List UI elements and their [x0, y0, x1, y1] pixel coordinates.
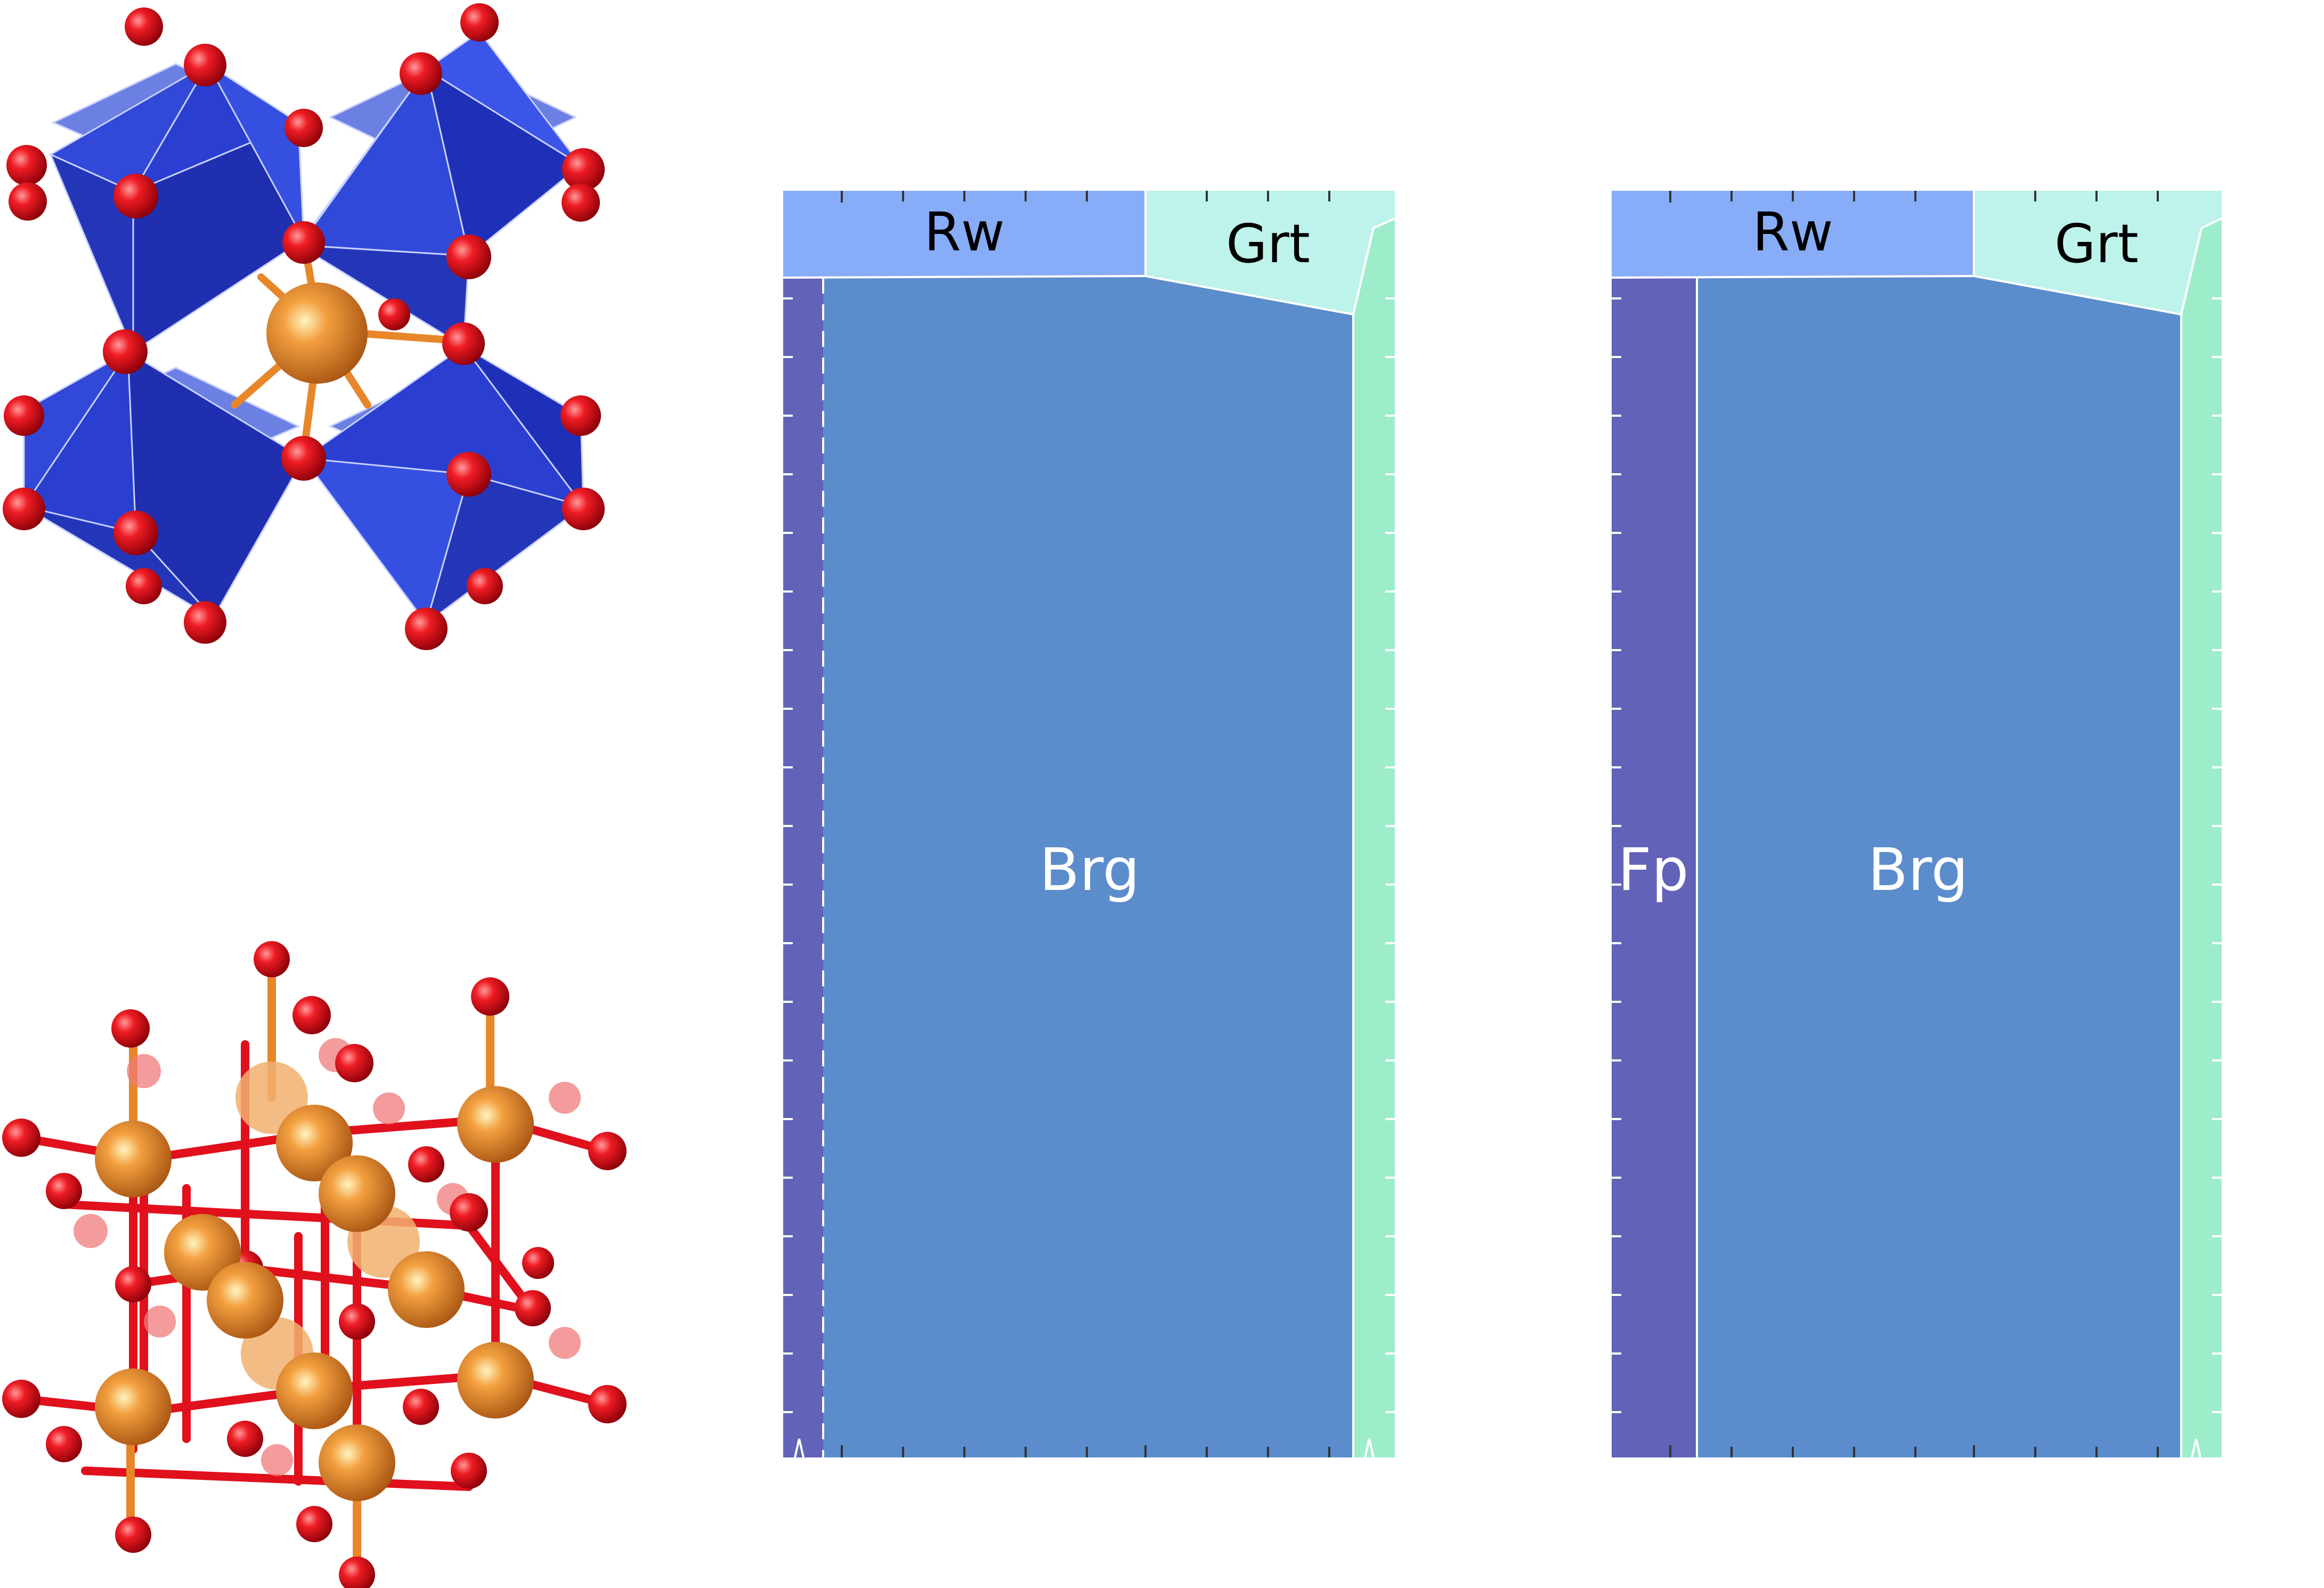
rw-label: Rw	[1752, 201, 1833, 263]
grt-label: Grt	[2054, 213, 2139, 275]
grt-region	[1145, 191, 1395, 314]
perovskite-octahedra-structure	[3, 3, 605, 650]
fp-region	[1612, 278, 1697, 1457]
grt-label: Grt	[1226, 213, 1310, 275]
grt-region	[1974, 191, 2222, 314]
phase-panel-left: Rw Grt Brg	[783, 191, 1395, 1458]
brg-region	[823, 276, 1353, 1457]
brg-label: Brg	[1868, 836, 1969, 904]
rw-region	[1612, 191, 1974, 278]
rw-label: Rw	[924, 201, 1004, 263]
grt-edge-region	[1353, 218, 1395, 1457]
phase-panel-right: Rw Grt Brg Fp	[1611, 191, 2222, 1458]
brg-label: Brg	[1039, 836, 1140, 904]
grt-edge-region	[2181, 218, 2222, 1457]
rocksalt-lattice-structure	[2, 941, 627, 1588]
brg-region	[1697, 276, 2181, 1457]
fp-label: Fp	[1618, 836, 1688, 904]
fp-region	[783, 278, 823, 1457]
rw-region	[783, 191, 1145, 278]
